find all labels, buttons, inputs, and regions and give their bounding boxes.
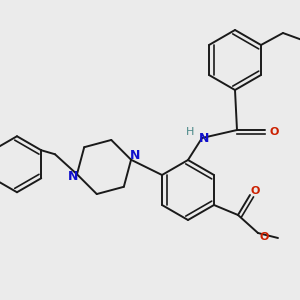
Text: H: H <box>186 127 194 137</box>
Text: O: O <box>259 232 269 242</box>
Text: N: N <box>130 149 140 162</box>
Text: O: O <box>250 186 260 196</box>
Text: N: N <box>68 170 78 183</box>
Text: O: O <box>269 127 279 137</box>
Text: N: N <box>199 133 209 146</box>
